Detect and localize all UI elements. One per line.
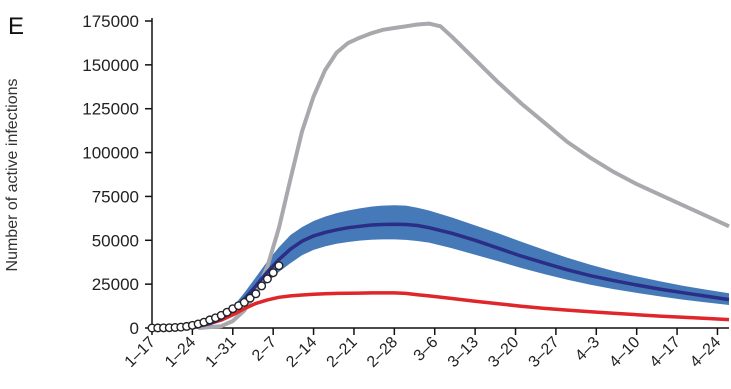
observed-point bbox=[257, 281, 267, 291]
x-tick-label: 4–24 bbox=[687, 334, 724, 371]
red-series-line bbox=[151, 291, 730, 330]
confidence-band bbox=[175, 205, 730, 328]
x-axis: 1–17 1–24 1–31 2–7 2–14 2–21 2–28 3–6 3–13 3–20 3–… bbox=[122, 327, 729, 371]
y-tick-label: 25000 bbox=[92, 275, 139, 294]
observed-point bbox=[251, 289, 261, 299]
y-tick-label: 125000 bbox=[82, 100, 139, 119]
y-axis: 0 25000 50000 75000 100000 125000 150000 175000 bbox=[82, 12, 153, 338]
plot-area bbox=[147, 21, 730, 333]
x-tick-label: 2–21 bbox=[324, 334, 361, 371]
y-tick-label: 50000 bbox=[92, 231, 139, 250]
x-tick-label: 1–17 bbox=[122, 334, 159, 371]
x-tick-label: 3–13 bbox=[445, 334, 482, 371]
y-tick-label: 150000 bbox=[82, 56, 139, 75]
x-tick-label: 1–31 bbox=[202, 334, 239, 371]
x-tick-label: 4–10 bbox=[606, 334, 643, 371]
observed-point bbox=[245, 293, 255, 303]
x-tick-label: 1–24 bbox=[162, 334, 199, 371]
y-tick-label: 175000 bbox=[82, 12, 139, 31]
x-tick-label: 3–20 bbox=[485, 334, 522, 371]
gray-series-line bbox=[198, 21, 730, 330]
y-tick-label: 75000 bbox=[92, 187, 139, 206]
observed-point bbox=[239, 297, 249, 307]
y-tick-label: 0 bbox=[130, 319, 139, 338]
x-tick-label: 3–27 bbox=[526, 334, 563, 371]
x-tick-label: 4–3 bbox=[572, 334, 603, 365]
observed-point bbox=[274, 261, 284, 271]
observed-point bbox=[262, 274, 272, 284]
observed-point bbox=[268, 268, 278, 278]
panel-letter: E bbox=[8, 13, 24, 40]
y-tick-label: 100000 bbox=[82, 144, 139, 163]
y-axis-label: Number of active infections bbox=[4, 79, 21, 272]
x-tick-label: 2–14 bbox=[283, 334, 320, 371]
x-tick-label: 3–6 bbox=[411, 334, 442, 365]
x-tick-label: 4–17 bbox=[647, 334, 684, 371]
x-tick-label: 2–7 bbox=[249, 334, 280, 365]
x-tick-label: 2–28 bbox=[364, 334, 401, 371]
